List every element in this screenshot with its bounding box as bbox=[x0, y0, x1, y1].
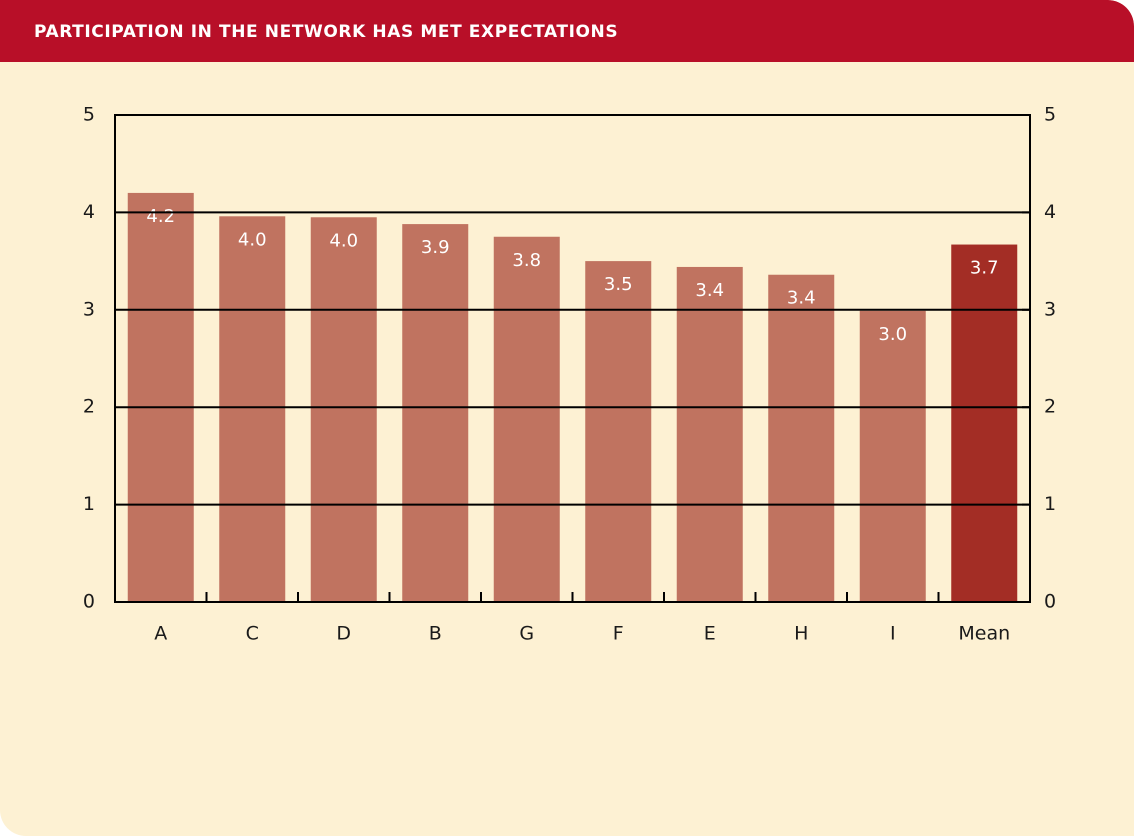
y2-tick-label: 0 bbox=[1044, 591, 1056, 613]
bar bbox=[768, 274, 835, 602]
bar bbox=[493, 236, 560, 602]
x-tick-label: B bbox=[429, 623, 442, 645]
value-label: 3.4 bbox=[787, 288, 816, 309]
chart-title: PARTICIPATION IN THE NETWORK HAS MET EXP… bbox=[34, 22, 619, 42]
value-label: 4.2 bbox=[146, 206, 175, 227]
value-label: 3.7 bbox=[970, 258, 999, 279]
value-label: 4.0 bbox=[238, 229, 267, 250]
y2-tick-label: 5 bbox=[1044, 104, 1056, 126]
value-label: 3.9 bbox=[421, 237, 450, 258]
value-label: 3.8 bbox=[512, 250, 541, 271]
x-tick-label: G bbox=[519, 623, 534, 645]
value-label: 3.5 bbox=[604, 274, 633, 295]
y-tick-label: 5 bbox=[83, 104, 95, 126]
x-tick-label: Mean bbox=[958, 623, 1010, 645]
x-tick-label: H bbox=[794, 623, 808, 645]
y-tick-label: 0 bbox=[83, 591, 95, 613]
x-tick-label: C bbox=[246, 623, 259, 645]
x-tick-label: E bbox=[704, 623, 716, 645]
value-label: 3.4 bbox=[695, 280, 724, 301]
y-tick-label: 2 bbox=[83, 396, 95, 418]
y2-tick-label: 4 bbox=[1044, 201, 1056, 223]
bar bbox=[127, 192, 194, 603]
header: PARTICIPATION IN THE NETWORK HAS MET EXP… bbox=[0, 0, 1134, 62]
y2-tick-label: 2 bbox=[1044, 396, 1056, 418]
bar bbox=[219, 216, 286, 602]
bar bbox=[585, 261, 652, 602]
y-tick-label: 3 bbox=[83, 298, 95, 320]
value-label: 4.0 bbox=[329, 230, 358, 251]
y-tick-label: 4 bbox=[83, 201, 95, 223]
bar bbox=[951, 244, 1018, 603]
bar bbox=[310, 217, 377, 602]
x-tick-label: I bbox=[890, 623, 896, 645]
y2-tick-label: 3 bbox=[1044, 298, 1056, 320]
bar bbox=[676, 266, 743, 602]
bar bbox=[859, 310, 926, 602]
plot-frame bbox=[114, 114, 1031, 603]
bar bbox=[402, 224, 469, 602]
y-tick-label: 1 bbox=[83, 493, 95, 515]
x-tick-label: F bbox=[613, 623, 624, 645]
x-tick-label: D bbox=[336, 623, 351, 645]
value-label: 3.0 bbox=[878, 324, 907, 345]
y2-tick-label: 1 bbox=[1044, 493, 1056, 515]
x-tick-label: A bbox=[154, 623, 167, 645]
